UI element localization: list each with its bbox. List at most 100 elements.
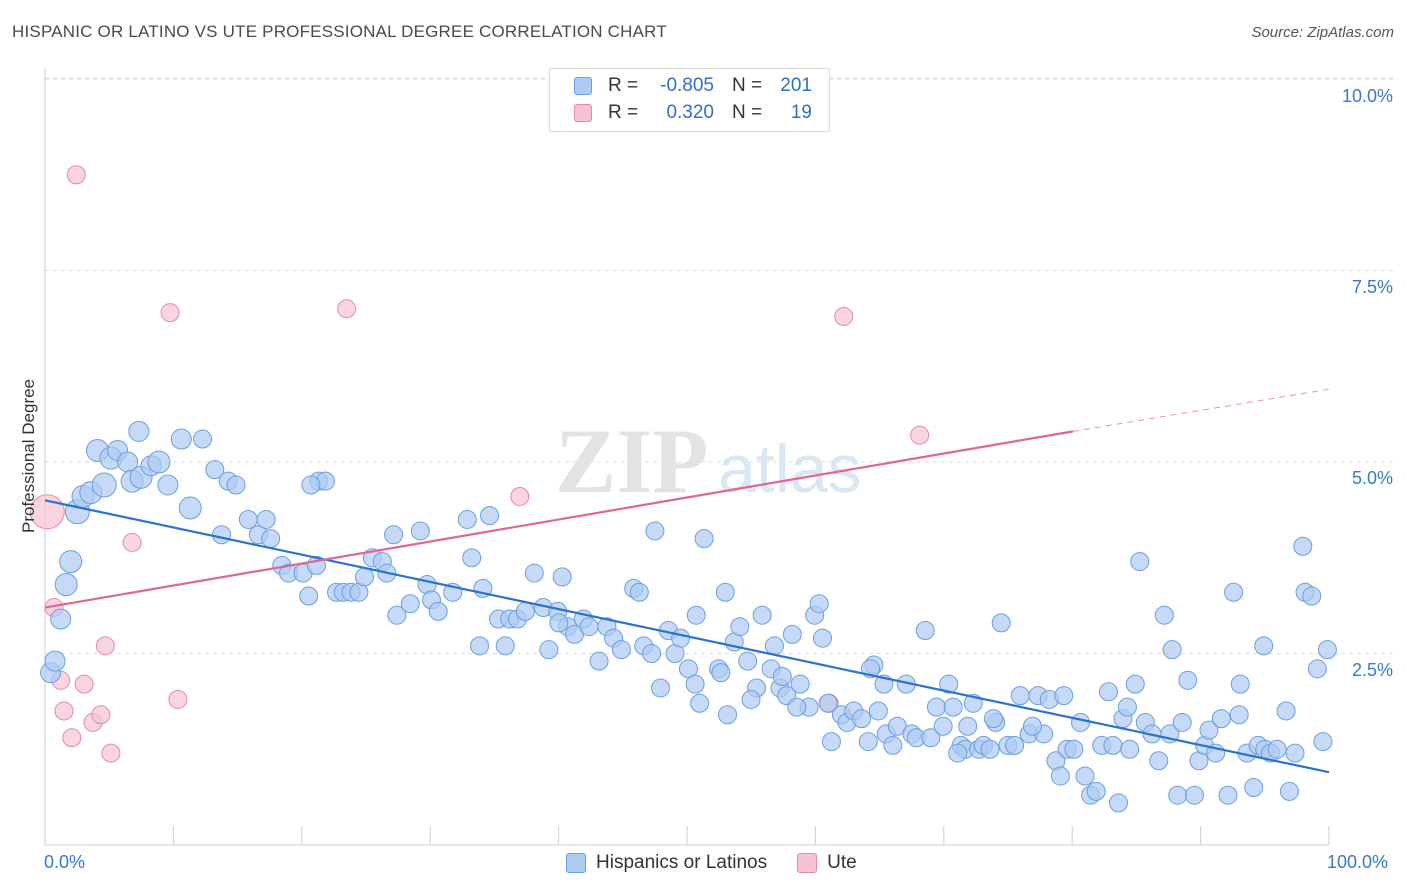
data-point xyxy=(690,693,710,713)
legend-row-hispanic: R = -0.805 N = 201 xyxy=(574,73,812,99)
data-point xyxy=(470,636,490,656)
data-point xyxy=(428,601,448,621)
data-point xyxy=(812,628,832,648)
axes xyxy=(44,68,1330,846)
data-point xyxy=(787,697,807,717)
data-point xyxy=(611,640,631,660)
data-point xyxy=(1302,586,1322,606)
data-point xyxy=(1022,716,1042,736)
data-point xyxy=(91,472,117,498)
data-point xyxy=(301,475,321,495)
data-point xyxy=(1211,709,1231,729)
data-point xyxy=(852,709,872,729)
data-point xyxy=(495,636,515,656)
data-point xyxy=(685,674,705,694)
data-point xyxy=(1130,552,1150,572)
data-point xyxy=(1313,732,1333,752)
data-point xyxy=(168,689,188,709)
data-point xyxy=(752,605,772,625)
data-point xyxy=(1307,659,1327,679)
legend-swatch-ute xyxy=(574,104,592,122)
data-point xyxy=(400,594,420,614)
data-point xyxy=(211,525,231,545)
data-point xyxy=(715,582,735,602)
y-tick-label-7-5: 7.5% xyxy=(1351,277,1393,297)
watermark: ZIP atlas xyxy=(555,410,862,512)
trend-lines xyxy=(44,388,1330,774)
data-point xyxy=(1010,686,1030,706)
data-point xyxy=(1054,686,1074,706)
legend-n-value: 201 xyxy=(780,75,812,96)
data-point xyxy=(1149,751,1169,771)
data-point xyxy=(178,496,202,520)
data-point xyxy=(193,429,213,449)
watermark-atlas: atlas xyxy=(718,431,862,507)
data-point xyxy=(238,509,258,529)
data-point xyxy=(1103,735,1123,755)
data-point xyxy=(101,743,121,763)
data-point xyxy=(939,674,959,694)
hispanic-points xyxy=(40,420,1337,813)
data-point xyxy=(1218,785,1238,805)
correlation-legend: R = -0.805 N = 201 R = 0.320 N = 19 xyxy=(549,68,830,132)
data-point xyxy=(128,420,150,442)
data-point xyxy=(410,521,430,541)
data-point xyxy=(384,525,404,545)
data-point xyxy=(480,506,500,526)
data-point xyxy=(718,705,738,725)
data-point xyxy=(1168,785,1188,805)
data-point xyxy=(299,586,319,606)
chart-title: HISPANIC OR LATINO VS UTE PROFESSIONAL D… xyxy=(12,22,667,41)
data-point xyxy=(948,743,968,763)
data-point xyxy=(95,636,115,656)
data-point xyxy=(782,624,802,644)
y-tick-label-5-0: 5.0% xyxy=(1351,468,1393,488)
data-point xyxy=(510,486,530,506)
data-point xyxy=(926,697,946,717)
data-point xyxy=(645,521,665,541)
data-point xyxy=(1172,712,1192,732)
data-point xyxy=(711,663,731,683)
data-point xyxy=(730,617,750,637)
data-point xyxy=(552,567,572,587)
y-tick-label-2-5: 2.5% xyxy=(1351,660,1393,680)
data-point xyxy=(91,705,111,725)
data-point xyxy=(671,628,691,648)
data-point xyxy=(337,299,357,319)
data-point xyxy=(991,613,1011,633)
data-point xyxy=(1064,739,1084,759)
trend-line-ute xyxy=(44,430,1074,609)
data-point xyxy=(868,701,888,721)
data-point xyxy=(579,617,599,637)
data-point xyxy=(1109,793,1129,813)
data-point xyxy=(54,573,78,597)
data-point xyxy=(122,532,142,552)
data-point xyxy=(1117,697,1137,717)
watermark-zip: ZIP xyxy=(555,410,708,512)
data-point xyxy=(261,529,281,549)
data-point xyxy=(921,728,941,748)
data-point xyxy=(74,674,94,694)
data-point xyxy=(1086,781,1106,801)
series-legend-ute: Ute xyxy=(797,852,857,874)
data-point xyxy=(147,450,171,474)
data-point xyxy=(1279,781,1299,801)
data-point xyxy=(1162,640,1182,660)
data-point xyxy=(62,728,82,748)
data-point xyxy=(883,735,903,755)
data-point xyxy=(958,716,978,736)
series-label-ute: Ute xyxy=(827,852,857,873)
data-point xyxy=(1244,778,1264,798)
legend-n-label: N = xyxy=(732,102,763,123)
data-point xyxy=(1075,766,1095,786)
gridlines xyxy=(45,77,1395,654)
data-point xyxy=(1293,536,1313,556)
data-point xyxy=(915,621,935,641)
data-point xyxy=(524,563,544,583)
data-point xyxy=(983,709,1003,729)
data-point xyxy=(818,693,838,713)
x-tick-label-min: 0.0% xyxy=(44,852,86,872)
data-point xyxy=(1267,739,1287,759)
data-point xyxy=(157,474,179,496)
